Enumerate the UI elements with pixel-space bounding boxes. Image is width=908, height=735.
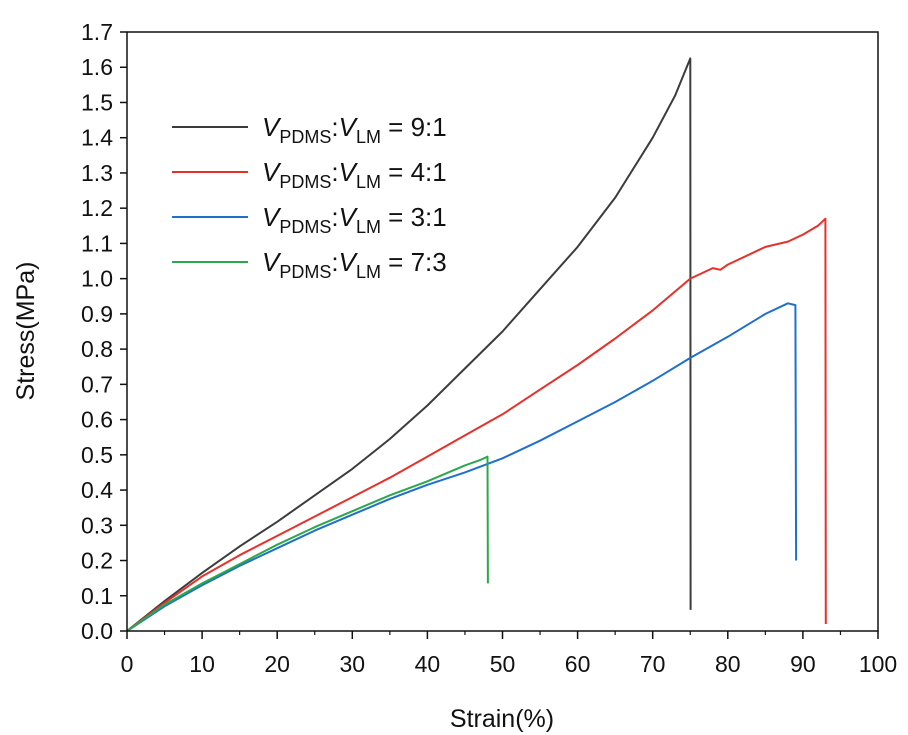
x-tick-label: 60 xyxy=(565,651,591,677)
series-line-2 xyxy=(126,217,827,632)
x-tick-label: 90 xyxy=(790,651,816,677)
y-tick-label: 0.0 xyxy=(81,618,113,644)
legend-label-3: VPDMS:VLM = 3:1 xyxy=(262,202,447,237)
y-axis-ticks: 0.0 0.1 0.2 0.3 0.4 0.5 0.6 0.7 0.8 0.9 1.0 1.1 1.2 1… xyxy=(81,19,127,644)
x-axis-title: Strain(%) xyxy=(450,705,554,733)
series-line-1 xyxy=(126,57,692,632)
x-tick-label: 30 xyxy=(340,651,366,677)
x-tick-label: 80 xyxy=(715,651,741,677)
y-axis-title: Stress(MPa) xyxy=(12,262,40,401)
y-tick-label: 1.0 xyxy=(81,266,113,292)
legend-label-2: VPDMS:VLM = 4:1 xyxy=(262,157,447,192)
y-tick-label: 1.4 xyxy=(81,125,113,151)
y-tick-label: 1.5 xyxy=(81,89,113,115)
x-tick-label: 40 xyxy=(415,651,441,677)
legend-label-1: VPDMS:VLM = 9:1 xyxy=(262,112,447,147)
x-axis-ticks: 0 10 20 30 40 50 60 70 80 90 100 xyxy=(121,631,897,677)
y-tick-label: 1.1 xyxy=(81,230,113,256)
series-line-3 xyxy=(126,302,798,632)
y-tick-label: 1.2 xyxy=(81,195,113,221)
legend: VPDMS:VLM = 9:1 VPDMS:VLM = 4:1 VPDMS:VLM … xyxy=(172,112,447,282)
y-tick-label: 0.9 xyxy=(81,301,113,327)
y-tick-label: 0.6 xyxy=(81,407,113,433)
x-tick-label: 0 xyxy=(121,651,134,677)
y-tick-label: 0.3 xyxy=(81,512,113,538)
plot-lines xyxy=(126,57,827,632)
y-tick-label: 0.5 xyxy=(81,442,113,468)
legend-label-4: VPDMS:VLM = 7:3 xyxy=(262,247,447,282)
y-tick-label: 0.4 xyxy=(81,477,113,503)
y-tick-label: 1.7 xyxy=(81,19,113,45)
y-tick-label: 0.8 xyxy=(81,336,113,362)
y-tick-label: 1.3 xyxy=(81,160,113,186)
y-tick-label: 0.1 xyxy=(81,583,113,609)
y-tick-label: 1.6 xyxy=(81,54,113,80)
x-tick-label: 20 xyxy=(264,651,290,677)
x-tick-label: 50 xyxy=(490,651,516,677)
series-line-4 xyxy=(126,455,489,632)
x-tick-label: 70 xyxy=(640,651,666,677)
x-tick-label: 100 xyxy=(859,651,897,677)
x-tick-label: 10 xyxy=(189,651,215,677)
y-tick-label: 0.7 xyxy=(81,371,113,397)
y-tick-label: 0.2 xyxy=(81,548,113,574)
